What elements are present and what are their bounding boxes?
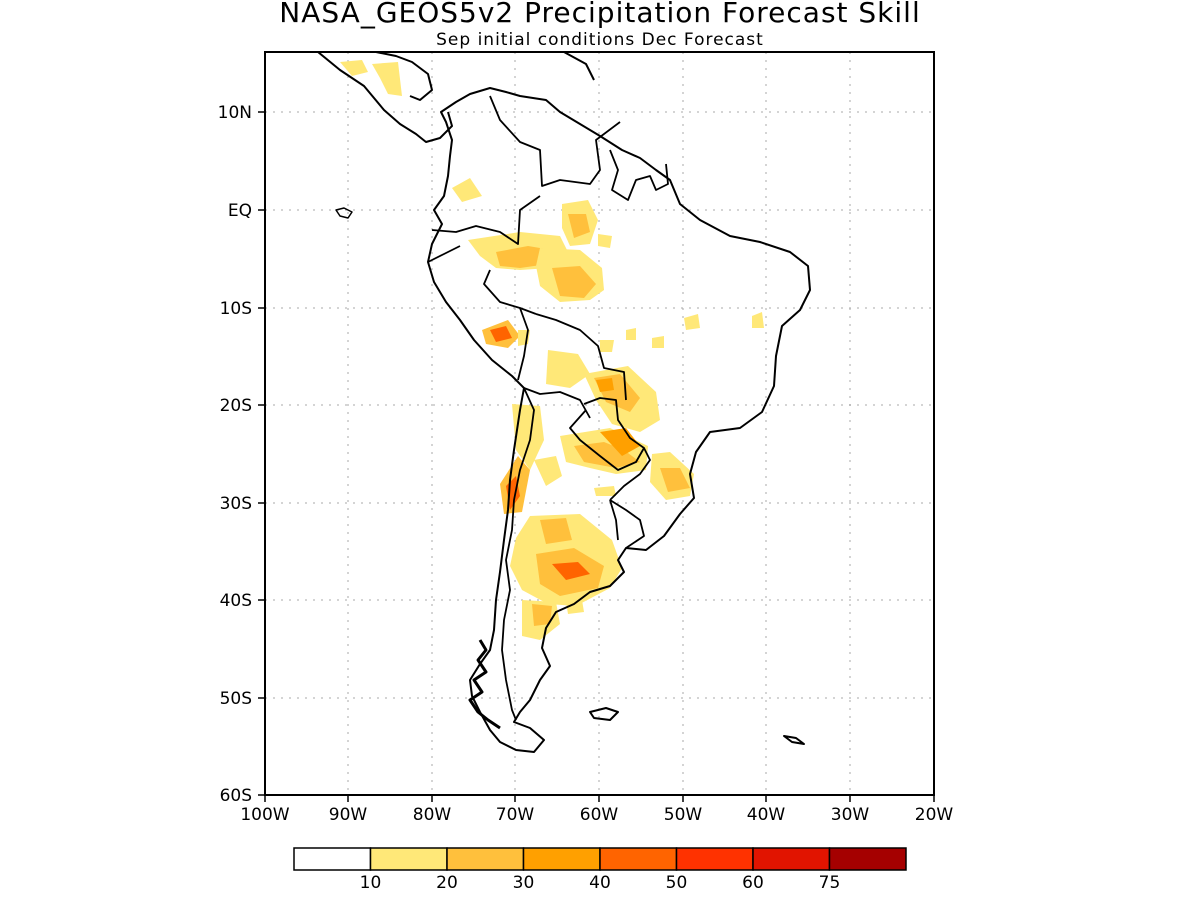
skill-patch-peru-core	[490, 326, 512, 342]
skill-patch-chaco-red	[600, 428, 640, 456]
border-paraguay	[569, 397, 645, 471]
colorbar-swatch	[293, 847, 372, 871]
colorbar: 10 20 30 40 50 60 75	[293, 847, 907, 893]
x-tick-label: 90W	[329, 805, 368, 825]
border-argentina-chile	[501, 387, 535, 721]
colorbar-swatch	[752, 847, 831, 871]
skill-patch-south-brazil-core	[660, 468, 690, 492]
map-subtitle: Sep initial conditions Dec Forecast	[436, 30, 764, 50]
country-borders	[427, 95, 669, 721]
skill-patch-pampas-2	[540, 518, 572, 544]
map-title: NASA_GEOS5v2 Precipitation Forecast Skil…	[279, 0, 920, 29]
border-peru-brazil	[483, 269, 537, 315]
x-tick-label: 30W	[831, 805, 870, 825]
galapagos	[335, 207, 353, 219]
border-bolivia-brazil	[535, 313, 627, 401]
border-argentina-brazil	[609, 447, 651, 501]
y-tick-label: 50S	[220, 689, 252, 709]
x-tick-label: 80W	[413, 805, 452, 825]
skill-patch-central-america	[340, 60, 368, 76]
central-america-coast-2	[375, 52, 433, 101]
y-tick-label: 60S	[220, 786, 252, 806]
skill-patch-patagonia-2	[566, 600, 584, 614]
skill-patch-colombia	[452, 178, 482, 202]
skill-patch-pampas-red	[552, 562, 590, 580]
y-tick-label: EQ	[228, 201, 252, 221]
border-guianas	[609, 149, 669, 201]
chile-fjords	[468, 639, 501, 730]
skill-shading	[340, 60, 764, 640]
border-argentina-uruguay	[609, 499, 619, 541]
border-colombia-south	[431, 195, 541, 245]
border-colombia-venezuela	[489, 95, 621, 187]
skill-patch-manaus	[598, 234, 612, 248]
colorbar-swatch	[522, 847, 601, 871]
colorbar-swatch	[599, 847, 678, 871]
colorbar-swatch	[675, 847, 754, 871]
x-tick-label: 70W	[496, 805, 535, 825]
skill-patch-mesopotamia	[594, 486, 616, 496]
skill-patch-bolivia	[546, 350, 590, 388]
skill-patch-amazon-north-core	[568, 214, 590, 238]
skill-patch-paraguay-red	[596, 378, 614, 392]
falklands	[589, 707, 619, 721]
south-america-coast	[427, 87, 811, 753]
border-peru-bolivia	[517, 307, 529, 381]
skill-patch-brazil-2	[752, 312, 764, 328]
x-tick-label: 20W	[915, 805, 954, 825]
skill-patch-patagonia-core	[532, 604, 552, 626]
colorbar-swatch	[369, 847, 448, 871]
yucatan-coast	[563, 52, 595, 81]
x-tick-label: 50W	[664, 805, 703, 825]
border-bolivia-south	[523, 387, 591, 419]
y-tick-label: 10S	[220, 299, 252, 319]
south-georgia	[783, 735, 805, 745]
x-axis: 100W 90W 80W 70W 60W 50W 40W 30W 20W	[240, 795, 953, 825]
y-tick-label: 20S	[220, 396, 252, 416]
colorbar-label: 40	[589, 873, 611, 893]
skill-patch-brazil-3	[626, 328, 636, 340]
colorbar-label: 60	[742, 873, 764, 893]
map-area	[265, 52, 934, 795]
skill-patch-brazil-5	[600, 340, 614, 352]
y-tick-label: 10N	[218, 103, 252, 123]
y-tick-label: 40S	[220, 591, 252, 611]
colorbar-label: 20	[436, 873, 458, 893]
colorbar-label: 50	[666, 873, 688, 893]
skill-patch-cuyo	[512, 404, 544, 470]
colorbar-label: 75	[819, 873, 841, 893]
colorbar-label: 30	[513, 873, 535, 893]
x-tick-label: 60W	[580, 805, 619, 825]
skill-patch-brazil-4	[652, 336, 664, 348]
colorbar-swatch	[446, 847, 525, 871]
skill-patch-brazil-1	[684, 314, 700, 330]
y-axis: 10N EQ 10S 20S 30S 40S 50S 60S	[218, 103, 265, 806]
skill-patch-central-america-2	[372, 62, 402, 96]
colorbar-swatch	[828, 847, 907, 871]
colorbar-label: 10	[360, 873, 382, 893]
y-tick-label: 30S	[220, 494, 252, 514]
x-tick-label: 40W	[747, 805, 786, 825]
coastlines	[317, 52, 811, 753]
border-ecuador-peru	[427, 245, 461, 263]
border-uruguay	[609, 499, 645, 549]
central-america-coast	[317, 52, 453, 143]
skill-patch-la-rioja	[534, 456, 562, 486]
skill-patch-amazon-central-core	[552, 266, 596, 298]
x-tick-label: 100W	[240, 805, 289, 825]
